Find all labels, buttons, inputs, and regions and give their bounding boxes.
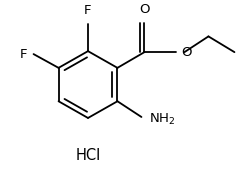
Text: HCl: HCl [75, 148, 100, 163]
Text: F: F [20, 48, 27, 61]
Text: F: F [84, 4, 91, 17]
Text: NH$_2$: NH$_2$ [149, 111, 175, 126]
Text: O: O [181, 46, 191, 59]
Text: O: O [139, 3, 149, 16]
